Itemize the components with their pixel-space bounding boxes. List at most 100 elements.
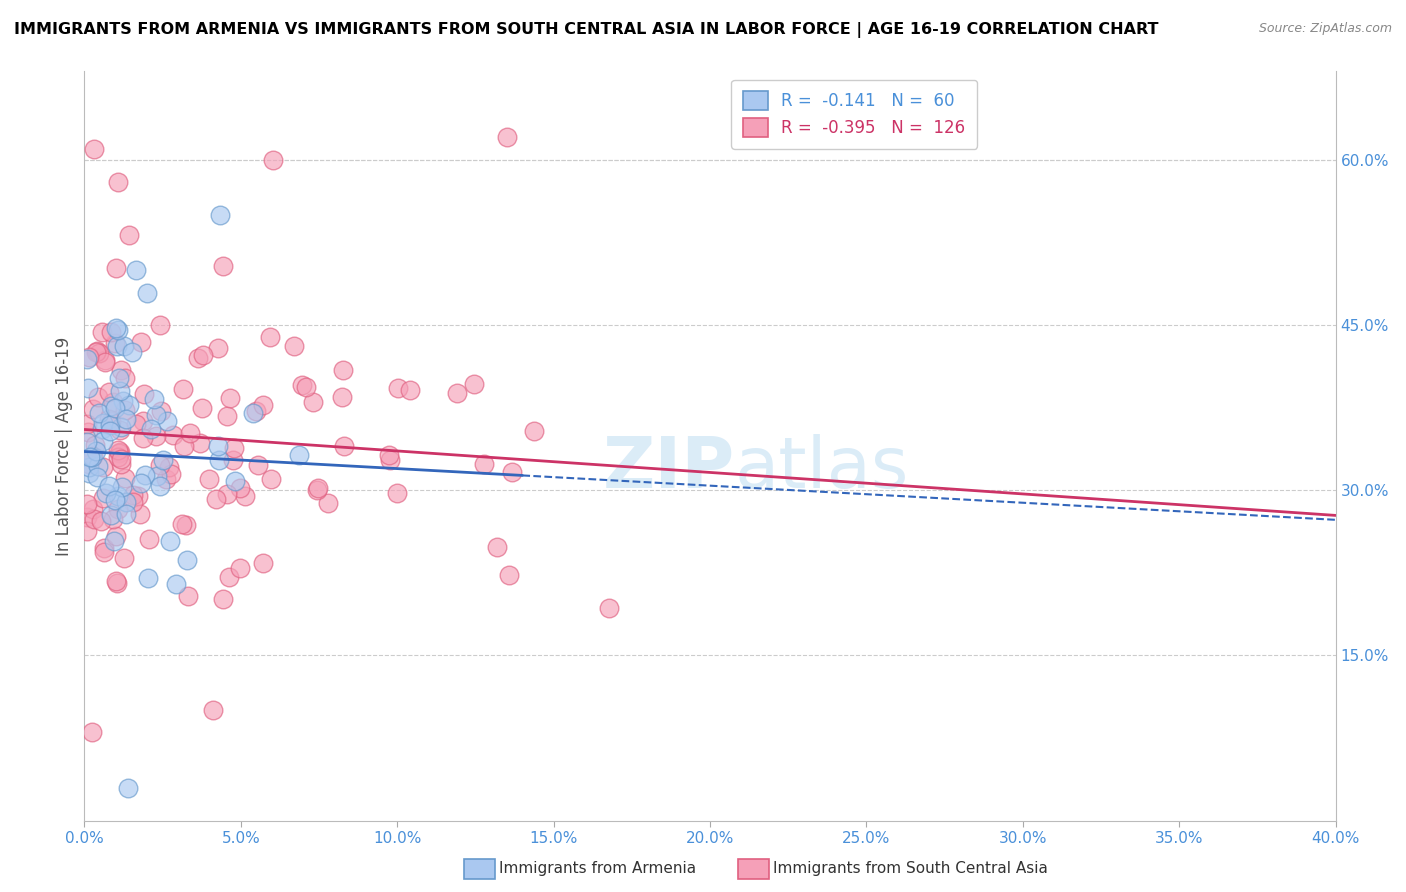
Point	[121, 488, 143, 502]
Point	[104, 321, 127, 335]
Point	[110, 457, 132, 471]
Point	[378, 448, 401, 462]
Point	[242, 406, 264, 420]
Legend: R =  -0.141   N =  60, R =  -0.395   N =  126: R = -0.141 N = 60, R = -0.395 N = 126	[731, 79, 977, 149]
Point	[245, 404, 267, 418]
Point	[101, 395, 124, 409]
Point	[87, 406, 110, 420]
Point	[98, 417, 121, 432]
Point	[86, 469, 108, 483]
Point	[187, 351, 209, 365]
Point	[83, 142, 105, 156]
Point	[91, 434, 114, 449]
Point	[125, 262, 148, 277]
Point	[333, 439, 356, 453]
Point	[191, 401, 214, 415]
Point	[523, 425, 546, 439]
Point	[76, 524, 98, 538]
Point	[262, 153, 284, 167]
Point	[145, 468, 167, 483]
Point	[115, 412, 138, 426]
Point	[128, 507, 150, 521]
Point	[110, 419, 132, 434]
Point	[176, 553, 198, 567]
Y-axis label: In Labor Force | Age 16-19: In Labor Force | Age 16-19	[55, 336, 73, 556]
Point	[82, 450, 104, 465]
Point	[77, 425, 100, 439]
Text: ZIP: ZIP	[603, 434, 735, 503]
Point	[115, 495, 138, 509]
Point	[91, 460, 114, 475]
Text: atlas: atlas	[735, 434, 910, 503]
Point	[105, 576, 128, 591]
Point	[498, 568, 520, 582]
Point	[134, 468, 156, 483]
Point	[138, 533, 160, 547]
Point	[90, 325, 112, 339]
Point	[84, 438, 107, 452]
Point	[142, 392, 165, 407]
Point	[77, 381, 100, 395]
Point	[82, 449, 104, 463]
Point	[82, 401, 104, 416]
Point	[84, 443, 107, 458]
Point	[103, 534, 125, 549]
Point	[155, 472, 177, 486]
Point	[132, 414, 155, 428]
Point	[112, 339, 135, 353]
Point	[91, 422, 114, 436]
Point	[208, 208, 231, 222]
Point	[105, 339, 128, 353]
Text: Source: ZipAtlas.com: Source: ZipAtlas.com	[1258, 22, 1392, 36]
Point	[100, 325, 122, 339]
Point	[108, 446, 131, 460]
Point	[108, 371, 131, 385]
Point	[385, 486, 408, 500]
Point	[307, 481, 329, 495]
Point	[115, 508, 138, 522]
Point	[259, 330, 281, 344]
Point	[222, 452, 245, 467]
Text: Immigrants from South Central Asia: Immigrants from South Central Asia	[773, 862, 1049, 876]
Point	[129, 335, 152, 350]
Point	[332, 362, 354, 376]
Point	[114, 471, 136, 485]
Text: IMMIGRANTS FROM ARMENIA VS IMMIGRANTS FROM SOUTH CENTRAL ASIA IN LABOR FORCE | A: IMMIGRANTS FROM ARMENIA VS IMMIGRANTS FR…	[14, 22, 1159, 38]
Point	[107, 175, 129, 189]
Point	[114, 371, 136, 385]
Point	[380, 453, 402, 467]
Point	[121, 345, 143, 359]
Point	[252, 398, 274, 412]
Point	[100, 425, 122, 439]
Point	[141, 422, 163, 436]
Point	[204, 491, 226, 506]
Point	[117, 780, 139, 795]
Point	[97, 384, 120, 399]
Point	[252, 556, 274, 570]
Point	[156, 414, 179, 428]
Point	[87, 390, 110, 404]
Point	[174, 517, 197, 532]
Point	[159, 533, 181, 548]
Point	[94, 352, 117, 367]
Point	[108, 423, 131, 437]
Point	[125, 417, 148, 432]
Point	[283, 339, 305, 353]
Point	[288, 449, 311, 463]
Point	[98, 411, 121, 425]
Point	[93, 545, 115, 559]
Point	[80, 725, 103, 739]
Point	[87, 459, 110, 474]
Point	[157, 460, 180, 475]
Point	[76, 351, 98, 366]
Point	[501, 465, 523, 479]
Point	[101, 511, 124, 525]
Point	[233, 489, 256, 503]
Point	[218, 570, 240, 584]
Point	[118, 228, 141, 243]
Point	[170, 517, 193, 532]
Point	[472, 457, 495, 471]
Point	[229, 481, 252, 495]
Point	[150, 403, 173, 417]
Point	[224, 474, 246, 488]
